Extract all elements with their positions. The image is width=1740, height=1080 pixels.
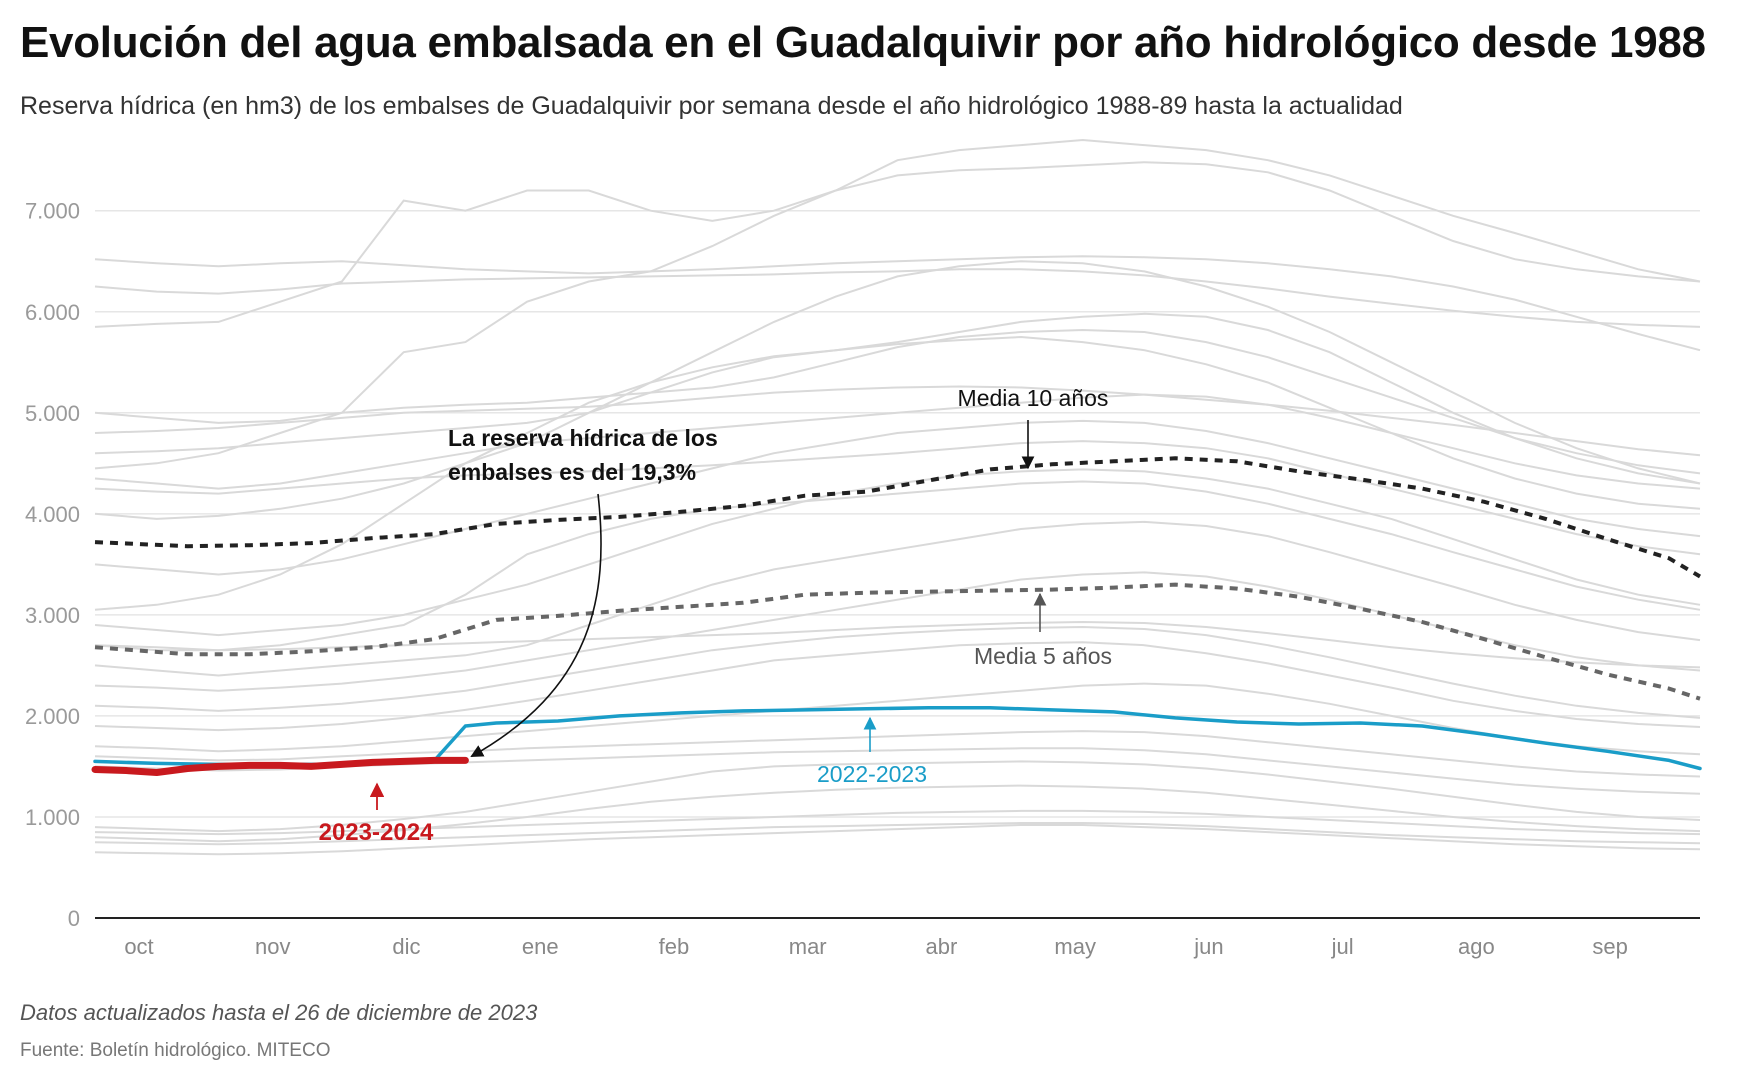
- x-tick-label: dic: [392, 934, 420, 959]
- history-year-line: [94, 730, 1701, 778]
- y-tick-label: 7.000: [25, 199, 80, 224]
- x-tick-label: ago: [1458, 934, 1495, 959]
- annotation-reserva-text: La reserva hídrica de los: [448, 425, 718, 451]
- x-tick-label: abr: [926, 934, 958, 959]
- history-year-line: [94, 268, 1701, 328]
- update-note: Datos actualizados hasta el 26 de diciem…: [20, 1000, 538, 1025]
- highlighted-series-layer: [91, 456, 1702, 776]
- history-year-line: [94, 440, 1701, 556]
- annotation-layer: La reserva hídrica de los embalses es del…: [319, 385, 1112, 846]
- history-year-line: [94, 809, 1701, 836]
- x-tick-label: may: [1054, 934, 1096, 959]
- series-line-media10: [94, 456, 1702, 579]
- history-year-line: [94, 468, 1701, 637]
- history-year-line: [94, 161, 1701, 470]
- historical-years-layer: [94, 138, 1701, 856]
- y-tick-label: 4.000: [25, 502, 80, 527]
- history-year-line: [94, 760, 1701, 833]
- x-tick-label: oct: [124, 934, 153, 959]
- history-year-line: [94, 620, 1701, 669]
- x-tick-label: mar: [789, 934, 827, 959]
- series-line-current: [91, 756, 469, 776]
- annotation-media5-label: Media 5 años: [974, 643, 1112, 669]
- series-line-media5: [94, 582, 1701, 701]
- y-tick-label: 6.000: [25, 300, 80, 325]
- history-year-line: [94, 822, 1701, 846]
- history-year-line: [94, 571, 1701, 692]
- history-year-line: [94, 312, 1701, 485]
- axis-layer: 0 1.000 2.000 3.000 4.000 5.000 6.000 7.000 oct n…: [25, 199, 1700, 959]
- annotation-media10-label: Media 10 años: [958, 385, 1109, 411]
- x-tick-label: ene: [522, 934, 559, 959]
- grid-layer: [95, 209, 1700, 818]
- history-year-line: [94, 625, 1701, 719]
- history-year-line: [94, 335, 1701, 611]
- history-year-line: [94, 260, 1701, 520]
- y-tick-label: 3.000: [25, 603, 80, 628]
- history-year-line: [94, 385, 1701, 457]
- x-tick-label: feb: [659, 934, 690, 959]
- annotation-reserva-arrow: [470, 493, 602, 758]
- annotation-2022-2023-label: 2022-2023: [817, 761, 927, 787]
- y-tick-label: 0: [68, 906, 80, 931]
- series-line-previous: [93, 706, 1702, 771]
- y-tick-label: 1.000: [25, 805, 80, 830]
- x-tick-label: sep: [1592, 934, 1627, 959]
- history-year-line: [94, 255, 1701, 352]
- x-tick-label: jun: [1193, 934, 1223, 959]
- annotation-2023-2024-label: 2023-2024: [319, 819, 434, 846]
- chart-subtitle: Reserva hídrica (en hm3) de los embalses…: [20, 92, 1403, 120]
- history-year-line: [94, 328, 1701, 475]
- history-year-line: [94, 138, 1701, 328]
- y-tick-label: 2.000: [25, 704, 80, 729]
- x-tick-label: nov: [255, 934, 290, 959]
- history-year-line: [94, 784, 1701, 843]
- annotation-reserva-text: embalses es del 19,3%: [448, 459, 696, 485]
- history-year-line: [94, 682, 1701, 756]
- reservoir-line-chart: 0 1.000 2.000 3.000 4.000 5.000 6.000 7.000 oct n…: [25, 138, 1702, 959]
- history-year-line: [94, 480, 1701, 652]
- history-year-line: [94, 419, 1701, 576]
- chart-title: Evolución del agua embalsada en el Guada…: [20, 18, 1706, 67]
- history-year-line: [94, 520, 1701, 677]
- source-note: Fuente: Boletín hidrológico. MITECO: [20, 1040, 331, 1061]
- history-year-line: [94, 393, 1701, 490]
- history-year-line: [94, 641, 1701, 732]
- x-tick-label: jul: [1331, 934, 1354, 959]
- history-year-line: [94, 824, 1701, 856]
- y-tick-label: 5.000: [25, 401, 80, 426]
